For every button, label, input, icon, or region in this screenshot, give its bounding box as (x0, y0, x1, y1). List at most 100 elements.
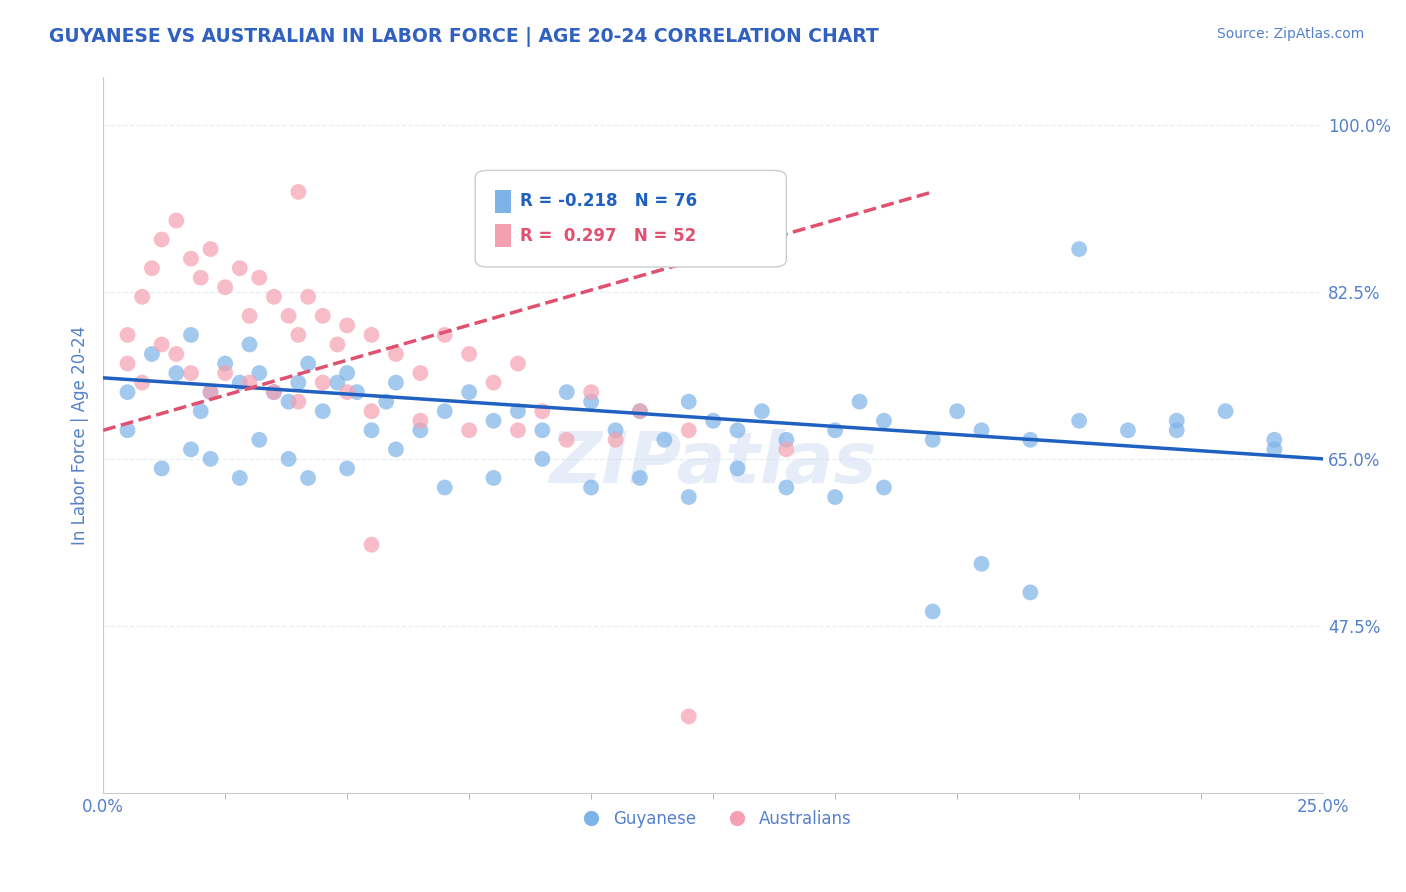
Point (287, 376, 309, 390)
Text: R =  0.297   N = 52: R = 0.297 N = 52 (520, 227, 696, 244)
Text: GUYANESE VS AUSTRALIAN IN LABOR FORCE | AGE 20-24 CORRELATION CHART: GUYANESE VS AUSTRALIAN IN LABOR FORCE | … (49, 27, 879, 46)
Point (678, 490, 700, 504)
Point (775, 433, 797, 447)
Point (287, 185, 309, 199)
Point (165, 347, 187, 361)
Point (180, 327, 202, 342)
Point (190, 270, 212, 285)
Point (180, 442, 202, 457)
Point (385, 442, 408, 457)
Point (579, 385, 602, 400)
Point (238, 376, 260, 390)
Point (921, 605, 943, 619)
Point (229, 471, 252, 485)
Point (458, 347, 481, 361)
Point (458, 385, 481, 400)
Point (150, 337, 173, 351)
Point (1263, 433, 1285, 447)
Point (263, 385, 285, 400)
Point (150, 233, 173, 247)
Text: R = -0.218   N = 76: R = -0.218 N = 76 (520, 192, 697, 211)
Point (238, 309, 260, 323)
Point (336, 318, 359, 333)
Point (229, 261, 252, 276)
Point (375, 394, 398, 409)
Point (200, 242, 222, 256)
Point (360, 423, 382, 437)
Point (360, 404, 382, 418)
Point (297, 357, 319, 371)
Point (727, 461, 749, 475)
Point (579, 481, 602, 495)
Point (117, 357, 139, 371)
Point (775, 442, 797, 457)
Point (628, 404, 651, 418)
Point (628, 404, 651, 418)
Point (702, 414, 724, 428)
Point (117, 385, 139, 400)
Point (287, 327, 309, 342)
Point (482, 376, 505, 390)
Point (336, 461, 359, 475)
Point (214, 357, 236, 371)
Point (165, 366, 187, 380)
Point (360, 538, 382, 552)
Point (214, 280, 236, 294)
Point (385, 347, 408, 361)
Point (824, 423, 846, 437)
Point (970, 423, 993, 437)
Point (921, 433, 943, 447)
Point (312, 376, 335, 390)
Point (873, 414, 896, 428)
Point (555, 385, 578, 400)
Point (848, 394, 870, 409)
Point (433, 481, 456, 495)
Point (1019, 433, 1042, 447)
Y-axis label: In Labor Force | Age 20-24: In Labor Force | Age 20-24 (72, 326, 89, 545)
Point (277, 394, 299, 409)
Point (326, 376, 349, 390)
Point (409, 366, 432, 380)
Point (131, 290, 153, 304)
Point (751, 404, 773, 418)
Point (297, 290, 319, 304)
Point (336, 366, 359, 380)
FancyBboxPatch shape (495, 224, 510, 247)
Point (1263, 442, 1285, 457)
FancyBboxPatch shape (475, 170, 786, 267)
Point (247, 433, 270, 447)
Point (141, 261, 163, 276)
Point (1116, 423, 1139, 437)
Point (506, 404, 529, 418)
Point (117, 327, 139, 342)
Point (970, 557, 993, 571)
Point (1069, 242, 1091, 256)
Point (1069, 414, 1091, 428)
Point (1215, 404, 1237, 418)
Point (605, 433, 627, 447)
Point (409, 423, 432, 437)
Point (531, 451, 554, 466)
Point (277, 451, 299, 466)
Point (555, 433, 578, 447)
Point (1019, 585, 1042, 599)
Point (652, 433, 675, 447)
Point (150, 461, 173, 475)
Point (200, 451, 222, 466)
Point (775, 481, 797, 495)
Point (458, 423, 481, 437)
Point (229, 376, 252, 390)
Point (131, 376, 153, 390)
Point (727, 423, 749, 437)
Point (385, 376, 408, 390)
Point (1166, 423, 1188, 437)
Point (238, 337, 260, 351)
Point (678, 709, 700, 723)
Point (117, 423, 139, 437)
Point (1166, 414, 1188, 428)
Point (200, 385, 222, 400)
Point (678, 394, 700, 409)
Point (214, 366, 236, 380)
Point (180, 366, 202, 380)
Point (312, 309, 335, 323)
